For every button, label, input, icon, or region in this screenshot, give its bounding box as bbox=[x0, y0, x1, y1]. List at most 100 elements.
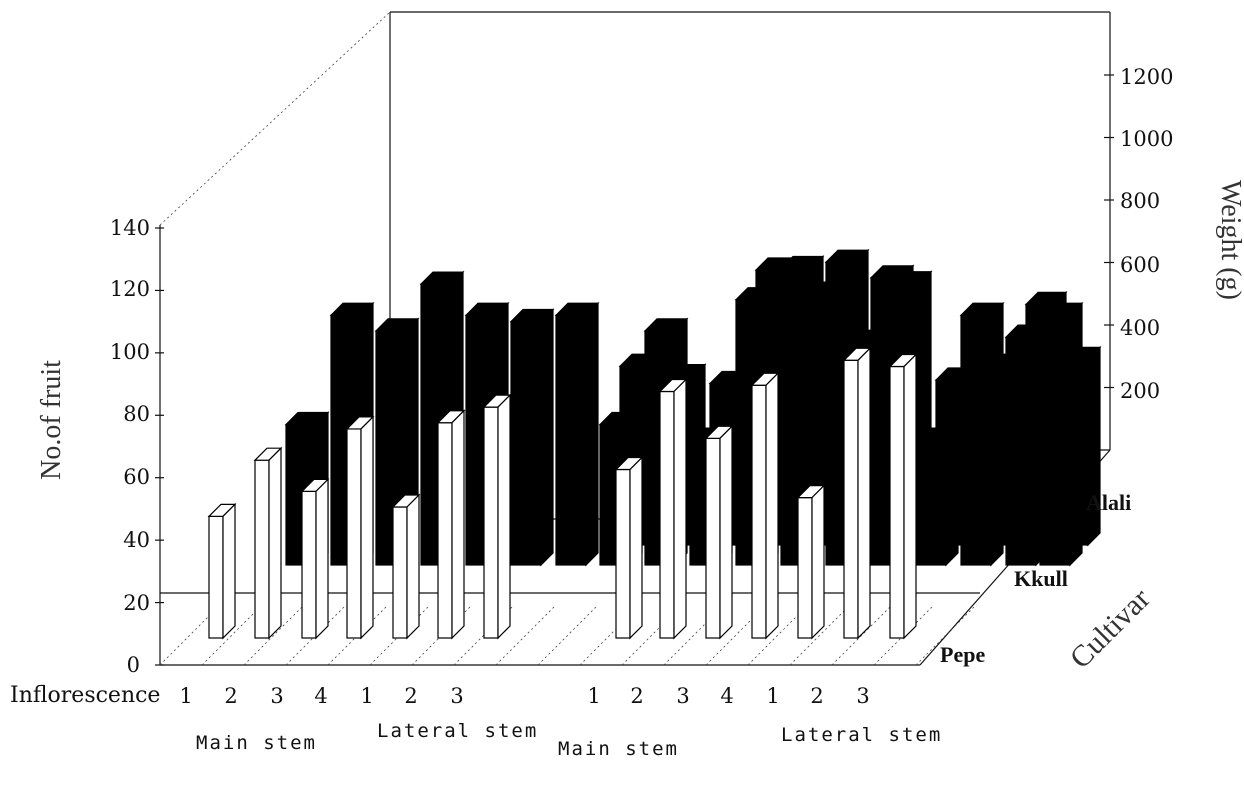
x-tick-13: 2 bbox=[810, 684, 823, 708]
pepe-bars bbox=[207, 346, 918, 640]
left-tick-20: 20 bbox=[123, 591, 150, 615]
pepe-bar-side bbox=[360, 415, 374, 640]
x-tick-9: 2 bbox=[630, 684, 643, 708]
pepe-bar bbox=[437, 422, 453, 639]
floor-hatch bbox=[453, 606, 513, 666]
pepe-bar bbox=[346, 428, 362, 639]
group-label-main-stem-2: Main stem bbox=[558, 738, 679, 760]
cultivar-pepe: Pepe bbox=[940, 642, 985, 667]
x-tick-10: 3 bbox=[676, 684, 689, 708]
x-tick-12: 1 bbox=[766, 684, 779, 708]
group-label-lateral-stem-2: Lateral stem bbox=[781, 724, 942, 746]
floor-hatch bbox=[621, 606, 681, 666]
floor-hatch bbox=[789, 606, 849, 666]
floor-hatch bbox=[537, 606, 597, 666]
pepe-bar-side bbox=[765, 371, 779, 640]
pepe-bar-side bbox=[268, 446, 282, 640]
pepe-bar bbox=[659, 390, 675, 639]
kkull-bar-side bbox=[585, 301, 599, 567]
pepe-bar bbox=[751, 384, 767, 639]
alali-bar-side bbox=[963, 366, 977, 547]
pepe-bar-side bbox=[406, 493, 420, 640]
pepe-bar-side bbox=[903, 353, 917, 640]
pepe-bar-side bbox=[811, 484, 825, 640]
left-tick-120: 120 bbox=[110, 277, 150, 301]
pepe-bar bbox=[483, 406, 499, 639]
alali-bar bbox=[980, 365, 1010, 546]
pepe-bar-side bbox=[497, 393, 511, 640]
pepe-bar-side bbox=[629, 456, 643, 640]
alali-bar bbox=[1059, 358, 1089, 546]
cultivar-alali: Alali bbox=[1086, 490, 1131, 515]
x-tick-7: 3 bbox=[450, 684, 463, 708]
floor-hatch bbox=[705, 606, 765, 666]
pepe-bar bbox=[615, 468, 631, 639]
x-tick-11: 4 bbox=[720, 684, 733, 708]
alali-bar-side bbox=[737, 369, 751, 547]
pepe-bar bbox=[392, 506, 408, 639]
floor-hatch bbox=[579, 606, 639, 666]
depth-axis-title: Cultivar bbox=[1064, 582, 1157, 675]
pepe-bar-side bbox=[857, 346, 871, 640]
right-axis-ticks: 200 400 600 800 1000 1200 bbox=[1120, 65, 1173, 403]
pepe-bar-side bbox=[719, 424, 733, 640]
left-tick-0: 0 bbox=[127, 653, 140, 677]
top-left-edge bbox=[159, 11, 391, 226]
cultivar-kkull: Kkull bbox=[1014, 566, 1068, 591]
alali-bar-side bbox=[1087, 345, 1101, 547]
alali-bar-side bbox=[783, 256, 797, 547]
pepe-bar bbox=[889, 365, 905, 639]
kkull-bar bbox=[510, 320, 542, 566]
right-tick-200: 200 bbox=[1120, 379, 1160, 403]
left-axis-title: No.of fruit bbox=[36, 360, 67, 480]
right-tick-1200: 1200 bbox=[1120, 65, 1173, 89]
pepe-bar-side bbox=[222, 502, 236, 640]
alali-bar-side bbox=[918, 270, 932, 547]
x-tick-6: 2 bbox=[404, 684, 417, 708]
right-axis-title: Weight (g) bbox=[1215, 180, 1244, 300]
x-tick-4: 4 bbox=[314, 684, 327, 708]
x-axis-ticks: 1 2 3 4 1 2 3 1 2 3 4 1 2 3 bbox=[179, 684, 869, 708]
pepe-bar bbox=[797, 497, 813, 639]
pepe-bar-side bbox=[451, 409, 465, 640]
floor-hatch bbox=[495, 606, 555, 666]
right-tick-600: 600 bbox=[1120, 253, 1160, 277]
floor-hatch bbox=[663, 606, 723, 666]
right-tick-400: 400 bbox=[1120, 316, 1160, 340]
right-tick-1000: 1000 bbox=[1120, 127, 1173, 151]
floor-hatch bbox=[201, 606, 261, 666]
group-label-lateral-stem-1: Lateral stem bbox=[377, 720, 538, 742]
alali-bar-side bbox=[873, 328, 887, 547]
left-axis-ticks: 0 20 40 60 80 100 120 140 bbox=[110, 216, 150, 677]
floor-hatch bbox=[747, 606, 807, 666]
x-tick-3: 3 bbox=[270, 684, 283, 708]
floor-hatch bbox=[243, 606, 303, 666]
group-label-main-stem-1: Main stem bbox=[196, 732, 317, 754]
alali-bar-side bbox=[647, 352, 661, 547]
left-tick-100: 100 bbox=[110, 340, 150, 364]
right-tick-800: 800 bbox=[1120, 189, 1160, 213]
left-tick-80: 80 bbox=[123, 402, 150, 426]
pepe-bar bbox=[254, 459, 270, 639]
x-axis-title: Inflorescence bbox=[10, 683, 160, 708]
kkull-bar-side bbox=[540, 308, 554, 567]
pepe-bar bbox=[705, 437, 721, 639]
pepe-bar-side bbox=[315, 477, 329, 640]
left-tick-140: 140 bbox=[110, 216, 150, 240]
alali-bar bbox=[1025, 303, 1055, 546]
x-tick-8: 1 bbox=[587, 684, 600, 708]
floor-hatch bbox=[831, 606, 891, 666]
pepe-bar bbox=[301, 490, 317, 639]
x-tick-5: 1 bbox=[360, 684, 373, 708]
x-tick-14: 3 bbox=[856, 684, 869, 708]
left-tick-60: 60 bbox=[123, 465, 150, 489]
alali-bar-side bbox=[828, 280, 842, 547]
x-tick-1: 1 bbox=[179, 684, 192, 708]
floor-hatch bbox=[915, 606, 975, 666]
alali-bar-side bbox=[1008, 352, 1022, 547]
pepe-bar bbox=[208, 515, 224, 639]
kkull-bar bbox=[555, 314, 587, 566]
pepe-bar bbox=[843, 359, 859, 639]
alali-bar-side bbox=[692, 363, 706, 547]
